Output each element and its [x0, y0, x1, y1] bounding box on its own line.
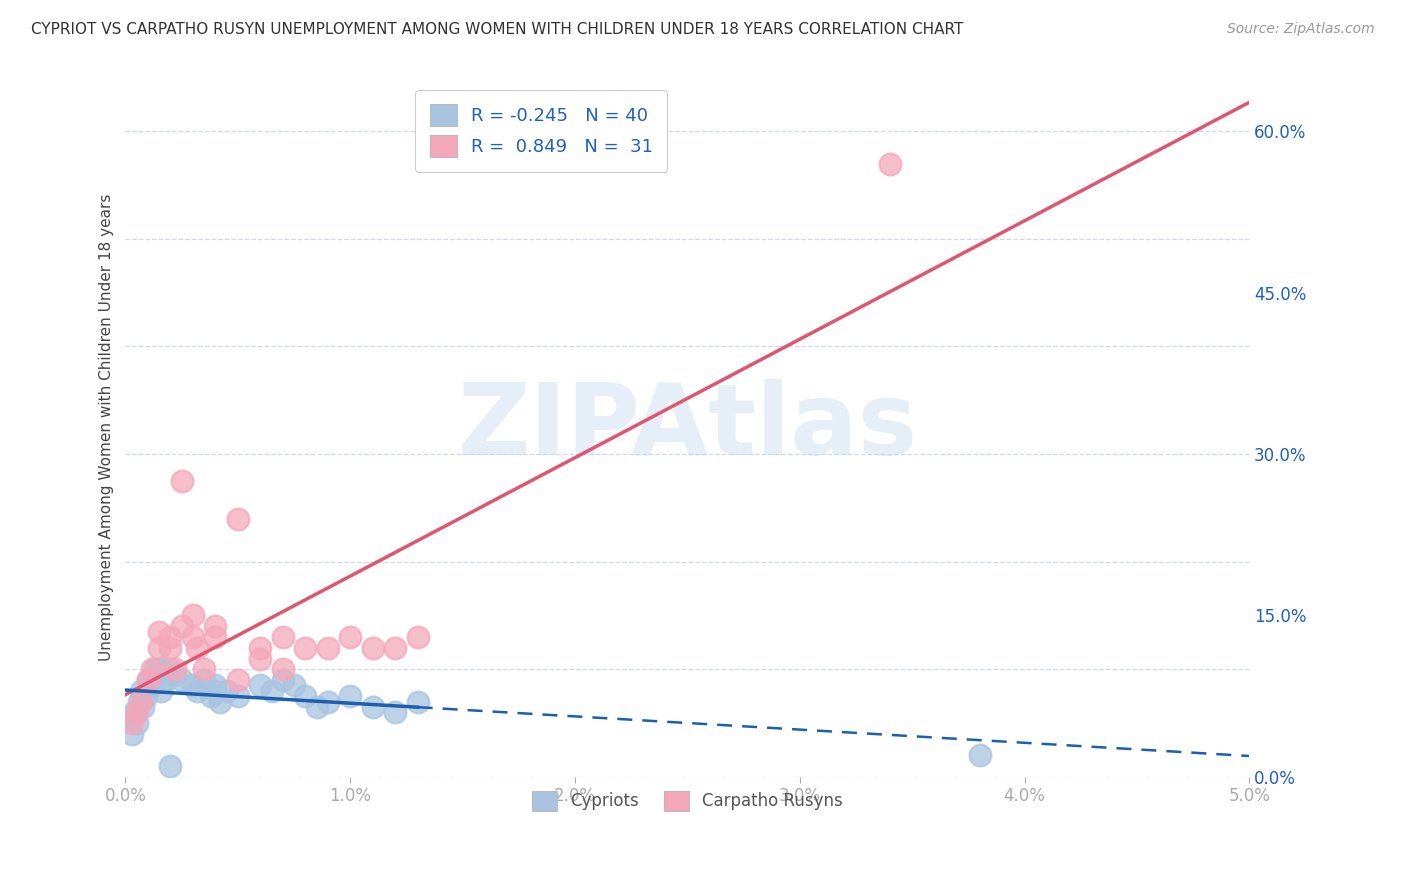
Point — [125, 716, 148, 731]
Point — [136, 673, 159, 687]
Point — [406, 630, 429, 644]
Point — [170, 673, 193, 687]
Point — [163, 667, 186, 681]
Point — [361, 700, 384, 714]
Point — [193, 673, 215, 687]
Point — [384, 706, 406, 720]
Point — [170, 474, 193, 488]
Point — [118, 711, 141, 725]
Point — [141, 678, 163, 692]
Point — [969, 748, 991, 763]
Point — [200, 689, 222, 703]
Point — [271, 630, 294, 644]
Point — [148, 662, 170, 676]
Point — [141, 662, 163, 676]
Point — [271, 662, 294, 676]
Point — [150, 683, 173, 698]
Point — [260, 683, 283, 698]
Point — [186, 640, 208, 655]
Point — [384, 640, 406, 655]
Point — [316, 640, 339, 655]
Point — [339, 630, 361, 644]
Point — [129, 683, 152, 698]
Point — [121, 727, 143, 741]
Point — [129, 694, 152, 708]
Point — [186, 683, 208, 698]
Point — [136, 673, 159, 687]
Y-axis label: Unemployment Among Women with Children Under 18 years: Unemployment Among Women with Children U… — [100, 194, 114, 661]
Point — [361, 640, 384, 655]
Point — [181, 608, 204, 623]
Point — [159, 640, 181, 655]
Point — [226, 689, 249, 703]
Point — [159, 630, 181, 644]
Point — [879, 156, 901, 170]
Point — [132, 700, 155, 714]
Point — [215, 683, 238, 698]
Point — [339, 689, 361, 703]
Point — [204, 630, 226, 644]
Text: CYPRIOT VS CARPATHO RUSYN UNEMPLOYMENT AMONG WOMEN WITH CHILDREN UNDER 18 YEARS : CYPRIOT VS CARPATHO RUSYN UNEMPLOYMENT A… — [31, 22, 963, 37]
Legend: Cypriots, Carpatho Rusyns: Cypriots, Carpatho Rusyns — [519, 778, 856, 824]
Point — [406, 694, 429, 708]
Point — [208, 694, 231, 708]
Point — [204, 678, 226, 692]
Point — [249, 678, 271, 692]
Point — [226, 511, 249, 525]
Point — [283, 678, 305, 692]
Text: Source: ZipAtlas.com: Source: ZipAtlas.com — [1227, 22, 1375, 37]
Point — [204, 619, 226, 633]
Point — [226, 673, 249, 687]
Point — [181, 678, 204, 692]
Point — [159, 759, 181, 773]
Point — [170, 619, 193, 633]
Point — [294, 689, 316, 703]
Point — [249, 651, 271, 665]
Point — [163, 662, 186, 676]
Point — [121, 716, 143, 731]
Point — [135, 689, 157, 703]
Point — [143, 662, 166, 676]
Point — [305, 700, 328, 714]
Point — [128, 694, 150, 708]
Point — [181, 630, 204, 644]
Point — [124, 706, 146, 720]
Point — [159, 662, 181, 676]
Point — [294, 640, 316, 655]
Point — [316, 694, 339, 708]
Point — [249, 640, 271, 655]
Text: ZIPAtlas: ZIPAtlas — [457, 378, 918, 475]
Point — [146, 667, 169, 681]
Point — [148, 624, 170, 639]
Point — [148, 640, 170, 655]
Point — [193, 662, 215, 676]
Point — [204, 683, 226, 698]
Point — [271, 673, 294, 687]
Point — [125, 706, 148, 720]
Point — [155, 673, 177, 687]
